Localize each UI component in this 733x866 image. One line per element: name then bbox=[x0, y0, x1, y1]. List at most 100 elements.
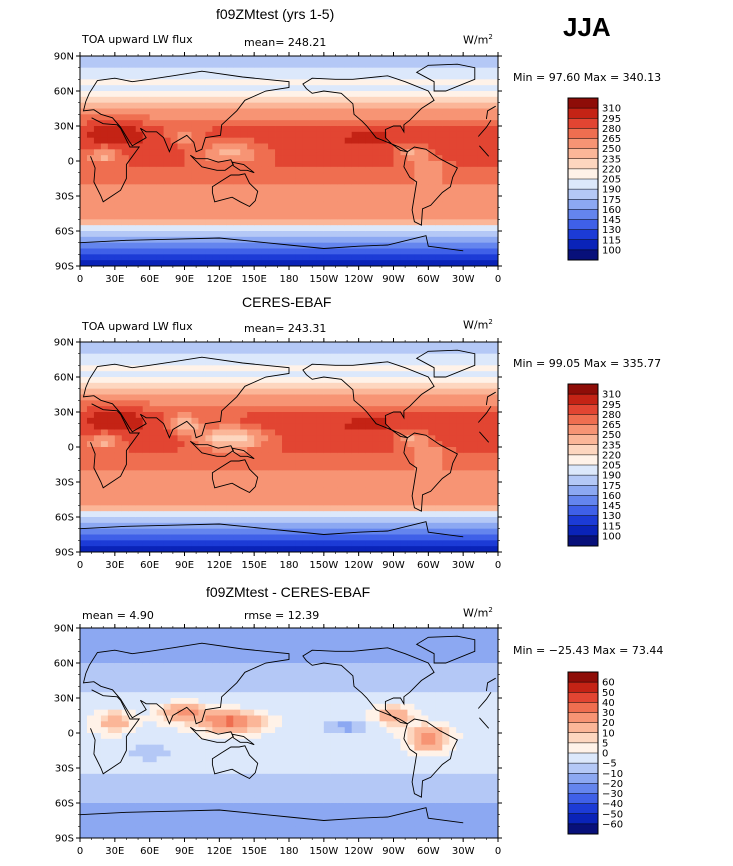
field-cell bbox=[435, 190, 443, 197]
field-cell bbox=[254, 447, 262, 454]
field-cell bbox=[163, 423, 171, 430]
colorbar-swatch bbox=[568, 475, 598, 486]
field-cell bbox=[128, 797, 137, 804]
field-cell bbox=[114, 692, 123, 699]
field-cell bbox=[358, 347, 367, 355]
coastline-newguinea bbox=[231, 447, 255, 460]
field-cell bbox=[428, 388, 436, 395]
field-cell bbox=[86, 91, 95, 98]
field-cell bbox=[219, 207, 227, 214]
field-cell bbox=[163, 371, 171, 378]
field-cell bbox=[135, 201, 144, 209]
field-cell bbox=[442, 73, 450, 80]
field-cell bbox=[156, 785, 164, 792]
field-cell bbox=[372, 394, 380, 401]
field-cell bbox=[80, 131, 88, 139]
field-cell bbox=[337, 91, 346, 98]
field-cell bbox=[198, 225, 206, 232]
field-cell bbox=[184, 382, 192, 390]
field-cell bbox=[100, 213, 109, 220]
field-cell bbox=[135, 709, 144, 716]
field-cell bbox=[393, 482, 401, 489]
field-cell bbox=[135, 826, 144, 833]
field-cell bbox=[309, 470, 318, 477]
field-cell bbox=[302, 487, 311, 495]
field-cell bbox=[100, 814, 109, 821]
field-cell bbox=[121, 353, 130, 360]
field-cell bbox=[463, 429, 471, 436]
field-cell bbox=[100, 773, 109, 781]
field-cell bbox=[184, 441, 192, 448]
field-cell bbox=[282, 56, 290, 63]
mean-label: mean = 4.90 bbox=[82, 609, 154, 622]
field-cell bbox=[135, 382, 144, 390]
field-cell bbox=[414, 365, 422, 372]
field-cell bbox=[330, 423, 339, 430]
field-cell bbox=[121, 458, 130, 465]
field-cell bbox=[344, 505, 353, 512]
field-cell bbox=[93, 452, 102, 460]
field-cell bbox=[128, 733, 137, 740]
field-cell bbox=[93, 540, 102, 547]
field-cell bbox=[268, 452, 276, 460]
field-cell bbox=[184, 429, 192, 436]
field-cell bbox=[163, 417, 171, 425]
field-cell bbox=[93, 184, 102, 191]
field-cell bbox=[219, 79, 227, 86]
field-cell bbox=[80, 143, 88, 150]
field-cell bbox=[491, 79, 498, 86]
field-cell bbox=[114, 447, 123, 454]
field-cell bbox=[142, 797, 151, 804]
field-cell bbox=[358, 534, 367, 541]
field-cell bbox=[135, 377, 144, 384]
field-cell bbox=[491, 394, 498, 401]
field-cell bbox=[198, 201, 206, 209]
field-cell bbox=[163, 832, 171, 838]
field-cell bbox=[442, 452, 450, 460]
field-cell bbox=[386, 231, 394, 238]
field-cell bbox=[191, 365, 199, 372]
field-cell bbox=[100, 231, 109, 238]
field-cell bbox=[170, 96, 178, 104]
field-cell bbox=[449, 213, 457, 220]
field-cell bbox=[337, 219, 346, 226]
field-cell bbox=[233, 511, 241, 518]
field-cell bbox=[100, 161, 109, 168]
field-cell bbox=[149, 394, 158, 401]
field-cell bbox=[128, 178, 137, 185]
field-cell bbox=[379, 505, 387, 512]
field-cell bbox=[282, 534, 290, 541]
field-cell bbox=[386, 417, 394, 425]
field-cell bbox=[156, 56, 164, 63]
field-cell bbox=[428, 143, 436, 150]
field-cell bbox=[149, 727, 158, 734]
field-cell bbox=[337, 102, 346, 109]
field-cell bbox=[261, 371, 269, 378]
field-cell bbox=[233, 196, 241, 203]
field-cell bbox=[163, 733, 171, 740]
field-cell bbox=[435, 417, 443, 425]
field-cell bbox=[358, 394, 367, 401]
field-cell bbox=[163, 517, 171, 524]
field-cell bbox=[93, 201, 102, 209]
field-cell bbox=[449, 546, 457, 552]
field-cell bbox=[149, 499, 158, 506]
field-cell bbox=[365, 108, 373, 115]
field-cell bbox=[414, 435, 422, 442]
field-cell bbox=[233, 505, 241, 512]
field-cell bbox=[407, 487, 415, 495]
field-cell bbox=[86, 102, 95, 109]
field-cell bbox=[219, 161, 227, 168]
field-cell bbox=[247, 546, 255, 552]
field-cell bbox=[309, 236, 318, 244]
field-cell bbox=[435, 236, 443, 244]
field-cell bbox=[477, 447, 485, 454]
field-cell bbox=[275, 149, 283, 156]
field-cell bbox=[289, 61, 297, 69]
field-cell bbox=[247, 423, 255, 430]
field-cell bbox=[414, 452, 422, 460]
field-cell bbox=[93, 365, 102, 372]
field-cell bbox=[198, 435, 206, 442]
field-cell bbox=[337, 143, 346, 150]
field-cell bbox=[337, 231, 346, 238]
